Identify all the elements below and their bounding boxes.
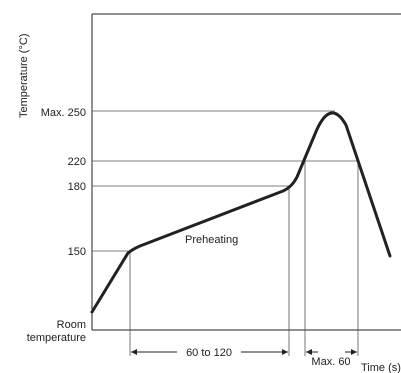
room-temperature-label-line1: Room bbox=[57, 319, 86, 331]
y-tick-label-180: 180 bbox=[68, 181, 86, 193]
y-tick-label-150: 150 bbox=[68, 246, 86, 258]
y-tick-label-220: 220 bbox=[68, 156, 86, 168]
reflow-span-label: Max. 60 bbox=[311, 356, 350, 368]
y-axis-title: Temperature (°C) bbox=[18, 34, 30, 118]
y-tick-label-250: Max. 250 bbox=[41, 107, 86, 119]
preheating-label: Preheating bbox=[185, 234, 238, 246]
x-axis-title: Time (s) bbox=[361, 362, 401, 373]
temperature-profile-curve bbox=[90, 111, 392, 314]
room-temperature-label-line2: temperature bbox=[27, 332, 86, 344]
preheat-span-label: 60 to 120 bbox=[186, 347, 232, 359]
